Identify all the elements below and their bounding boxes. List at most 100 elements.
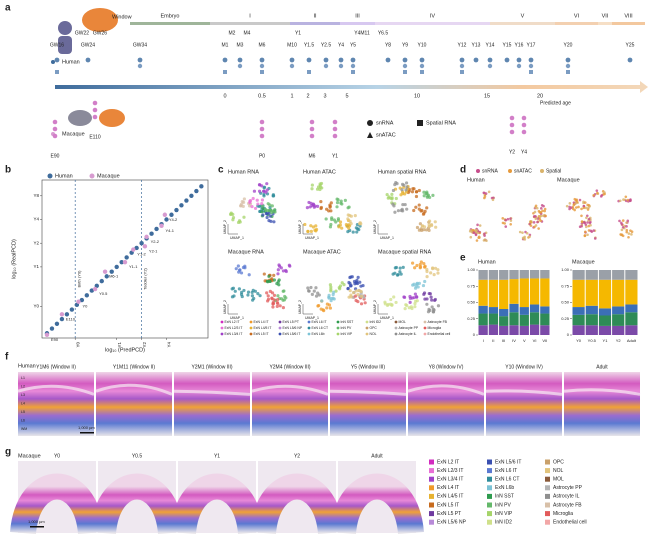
sample-dot bbox=[332, 133, 338, 139]
legend-label: ExN L5 IT bbox=[254, 332, 269, 336]
umap-point bbox=[427, 223, 431, 227]
umap-point bbox=[535, 206, 539, 210]
bar-segment bbox=[572, 279, 585, 308]
bar-segment bbox=[488, 270, 499, 280]
tissue-image bbox=[96, 372, 172, 436]
sample-label: E90 bbox=[51, 153, 60, 159]
umap-point bbox=[401, 265, 405, 269]
umap-point bbox=[231, 212, 235, 216]
bar-segment bbox=[499, 270, 509, 280]
sample-dot bbox=[565, 57, 571, 63]
sample-dot bbox=[237, 57, 243, 63]
sample-dot bbox=[332, 119, 338, 125]
y-tick-label: 1.00 bbox=[467, 267, 476, 272]
macaque-point bbox=[142, 244, 148, 249]
umap-point bbox=[483, 195, 487, 198]
umap-point bbox=[431, 267, 435, 271]
bar-segment bbox=[499, 316, 509, 326]
legend-label: ExN L5/6 NP bbox=[437, 520, 467, 526]
panel-title: Y0.5 bbox=[132, 453, 143, 459]
umap-point bbox=[317, 303, 321, 308]
umap-point bbox=[314, 229, 318, 233]
legend-mark bbox=[278, 326, 282, 330]
umap-point bbox=[422, 211, 426, 215]
umap-point bbox=[268, 279, 272, 284]
legend-mark bbox=[487, 468, 492, 474]
umap-title: Macaque spatial RNA bbox=[378, 249, 432, 255]
umap-point bbox=[276, 272, 280, 276]
umap-point bbox=[353, 214, 357, 218]
bar-segment bbox=[612, 270, 625, 280]
sample-dot bbox=[528, 57, 534, 63]
x-tick-label: Y0 bbox=[576, 338, 582, 343]
umap-point bbox=[354, 289, 359, 293]
bar-segment bbox=[540, 313, 550, 326]
umap-point bbox=[264, 211, 268, 216]
legend-label: InN VIP bbox=[495, 511, 513, 517]
umap-point bbox=[580, 214, 583, 218]
x-tick-label: Y0.5 bbox=[588, 338, 597, 343]
legend-mark bbox=[307, 320, 311, 324]
y-tick-label: Y2 bbox=[33, 240, 39, 245]
umap-point bbox=[246, 293, 250, 297]
legend-label: InN ID2 bbox=[370, 320, 382, 324]
human-point bbox=[154, 226, 159, 232]
legend-mark bbox=[367, 120, 373, 126]
umap-point bbox=[532, 221, 536, 224]
umap-point bbox=[262, 272, 266, 276]
sample-dot bbox=[338, 57, 344, 63]
bar-segment bbox=[478, 270, 488, 280]
panel-title: Y1 bbox=[214, 453, 220, 459]
bar-segment bbox=[488, 307, 499, 314]
legend-mark bbox=[423, 326, 427, 330]
chart-title: Human bbox=[478, 259, 496, 265]
macaque-brain bbox=[99, 109, 125, 127]
sample-label: Y2.5 bbox=[321, 42, 332, 48]
sample-label: M6 bbox=[259, 42, 266, 48]
human-point bbox=[139, 241, 144, 246]
umap-point bbox=[469, 235, 473, 239]
window-band bbox=[612, 22, 645, 25]
bar-segment bbox=[625, 304, 638, 313]
legend-label: Microglia bbox=[428, 326, 442, 330]
umap-point bbox=[277, 263, 281, 267]
sample-label: Y5 bbox=[350, 42, 356, 48]
sample-dot bbox=[259, 133, 265, 139]
legend-mark bbox=[545, 511, 550, 517]
umap-point bbox=[410, 306, 414, 311]
umap-point bbox=[242, 288, 246, 293]
umap-point bbox=[431, 310, 435, 314]
age-tick: 0.5 bbox=[258, 93, 266, 99]
umap-point bbox=[394, 196, 398, 201]
umap-axis-label: UMAP_2 bbox=[298, 220, 302, 234]
sample-dot bbox=[521, 115, 527, 121]
umap-title: Macaque ATAC bbox=[303, 249, 341, 255]
panel-label: d bbox=[460, 165, 466, 176]
umap-point bbox=[417, 228, 422, 232]
window-label: II bbox=[313, 13, 317, 19]
umap-point bbox=[272, 293, 277, 297]
umap-point bbox=[436, 268, 440, 272]
human-point bbox=[84, 293, 90, 298]
umap-point bbox=[584, 225, 588, 229]
bar-segment bbox=[572, 270, 585, 280]
umap-point bbox=[250, 204, 254, 209]
umap-point bbox=[266, 299, 270, 303]
umap-point bbox=[584, 206, 588, 210]
umap-point bbox=[414, 194, 419, 199]
umap-point bbox=[433, 220, 437, 224]
umap-point bbox=[436, 304, 441, 308]
umap-point bbox=[256, 202, 260, 206]
bar-segment bbox=[612, 279, 625, 307]
umap-point bbox=[336, 217, 341, 221]
umap-point bbox=[265, 215, 269, 220]
umap-title: Macaque RNA bbox=[228, 249, 264, 255]
umap-point bbox=[281, 289, 285, 293]
umap-point bbox=[346, 286, 350, 291]
umap-axis-label: UMAP_1 bbox=[230, 316, 244, 320]
legend-mark bbox=[307, 326, 311, 330]
umap-point bbox=[422, 292, 426, 296]
tissue-image bbox=[408, 372, 484, 436]
umap-point bbox=[390, 196, 394, 200]
macaque-point bbox=[92, 286, 98, 292]
